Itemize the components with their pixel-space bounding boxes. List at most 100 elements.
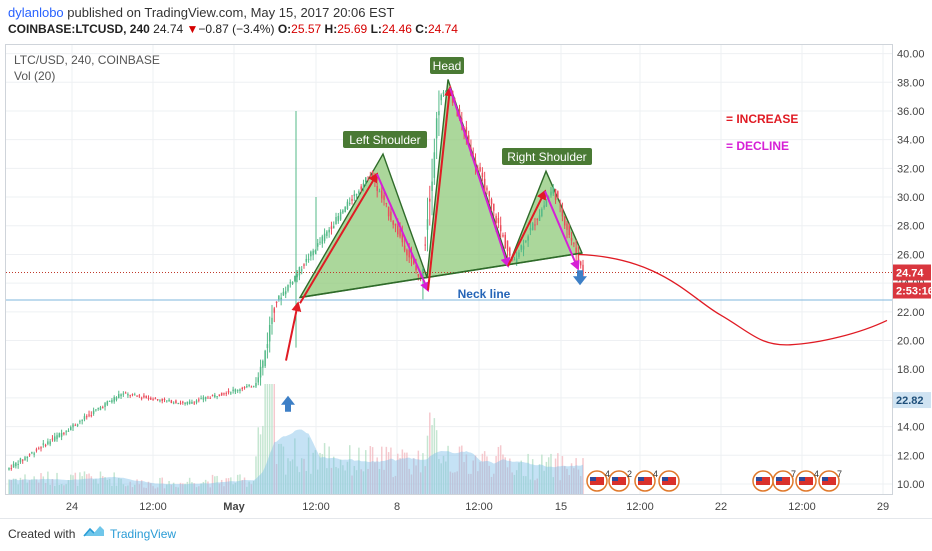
- volume-bar: [175, 486, 177, 494]
- candle-body: [12, 463, 15, 468]
- axes: 10.0012.0014.0016.0018.0020.0022.0024.00…: [66, 49, 932, 513]
- candle-body: [195, 400, 198, 403]
- volume-bar: [362, 471, 365, 494]
- volume-bar: [223, 486, 225, 494]
- candle-body: [431, 181, 433, 192]
- candle-body: [305, 258, 308, 262]
- candle-body: [536, 219, 539, 221]
- candle-body: [204, 397, 207, 400]
- volume-bar: [44, 482, 47, 494]
- right-shoulder-label: Right Shoulder: [507, 150, 586, 164]
- candle-body: [111, 400, 113, 403]
- candle-body: [67, 430, 70, 432]
- x-tick-label: 29: [877, 501, 889, 513]
- candle-body: [504, 234, 506, 249]
- candle-body: [287, 285, 289, 291]
- candle-body: [554, 189, 557, 201]
- candle-body: [300, 269, 303, 271]
- increase-arrow: [285, 301, 302, 361]
- volume-bar: [339, 459, 342, 494]
- publisher-link[interactable]: dylanlobo: [8, 5, 64, 20]
- volume-bar: [15, 478, 17, 494]
- volume-bar: [252, 480, 255, 494]
- y-tick-label: 26.00: [897, 249, 925, 261]
- volume-bar: [559, 480, 561, 494]
- candle-body: [72, 424, 74, 428]
- candle-body: [81, 419, 83, 421]
- volume-bar: [67, 480, 70, 494]
- candle-body: [120, 394, 122, 397]
- volume-bar: [545, 461, 548, 494]
- flag-canton: [776, 477, 782, 481]
- volume-bar: [102, 476, 104, 494]
- x-tick-label: 12:00: [788, 501, 816, 513]
- volume-bar: [88, 473, 90, 494]
- volume-bar: [495, 456, 497, 494]
- y-tick-label: 38.00: [897, 77, 925, 89]
- volume-bar: [465, 454, 468, 494]
- volume-bar: [63, 485, 65, 494]
- candle-body: [17, 463, 19, 465]
- flag-stripes: [638, 477, 652, 485]
- volume-bar: [134, 484, 136, 494]
- open-value: 25.57: [291, 22, 322, 36]
- volume-bar: [454, 472, 456, 494]
- volume-bar: [358, 447, 360, 494]
- volume-bar: [70, 474, 72, 494]
- flag-stripes: [822, 477, 836, 485]
- candle-body: [367, 179, 369, 181]
- publish-info: dylanlobo published on TradingView.com, …: [8, 5, 394, 20]
- candle-body: [150, 397, 152, 400]
- y-tick-label: 28.00: [897, 221, 925, 233]
- volume-bar: [390, 447, 392, 494]
- candle-body: [465, 127, 468, 140]
- candle-body: [129, 395, 131, 397]
- volume-bar: [147, 481, 150, 494]
- volume-bar: [264, 384, 266, 494]
- last-price-tag-bg: [893, 264, 931, 281]
- candle-body: [371, 170, 374, 180]
- tradingview-brand[interactable]: TradingView: [110, 527, 177, 541]
- candle-body: [289, 282, 292, 284]
- volume-bar: [504, 457, 506, 494]
- candle-body: [186, 401, 189, 404]
- candle-body: [307, 258, 310, 260]
- chart-frame[interactable]: [5, 44, 893, 495]
- volume-bar: [415, 465, 417, 494]
- y-tick-label: 30.00: [897, 192, 925, 204]
- x-tick-label: 22: [715, 501, 727, 513]
- volume-bar: [177, 487, 179, 494]
- candle-body: [268, 325, 271, 342]
- volume-bar: [186, 481, 189, 494]
- volume-bar: [497, 446, 500, 494]
- candle-body: [506, 240, 509, 252]
- volume-bar: [42, 476, 45, 494]
- neckline: [299, 252, 583, 299]
- candle-body: [63, 433, 65, 435]
- volume-bar: [570, 463, 573, 494]
- volume-bar: [575, 458, 577, 494]
- volume-bar: [353, 465, 356, 494]
- candle-body: [168, 399, 170, 402]
- volume-bar: [513, 474, 516, 494]
- candle-body: [225, 393, 227, 395]
- candle-body: [493, 203, 495, 211]
- volume-bar: [28, 480, 31, 494]
- candle-body: [70, 427, 72, 431]
- candle-body: [124, 392, 127, 394]
- volume-bar: [40, 473, 42, 494]
- candle-body: [60, 432, 63, 437]
- volume-bar: [145, 487, 147, 494]
- volume-bar: [440, 463, 442, 494]
- candle-body: [127, 393, 129, 396]
- volume-bar: [129, 481, 131, 494]
- candle-body: [348, 202, 351, 204]
- chart-header: dylanlobo published on TradingView.com, …: [0, 0, 932, 42]
- volume-bar: [220, 479, 223, 494]
- volume-bar: [401, 449, 404, 494]
- volume-bar: [271, 384, 273, 494]
- volume-bar: [330, 467, 333, 494]
- volume-bar: [232, 484, 234, 494]
- candle-body: [166, 400, 168, 402]
